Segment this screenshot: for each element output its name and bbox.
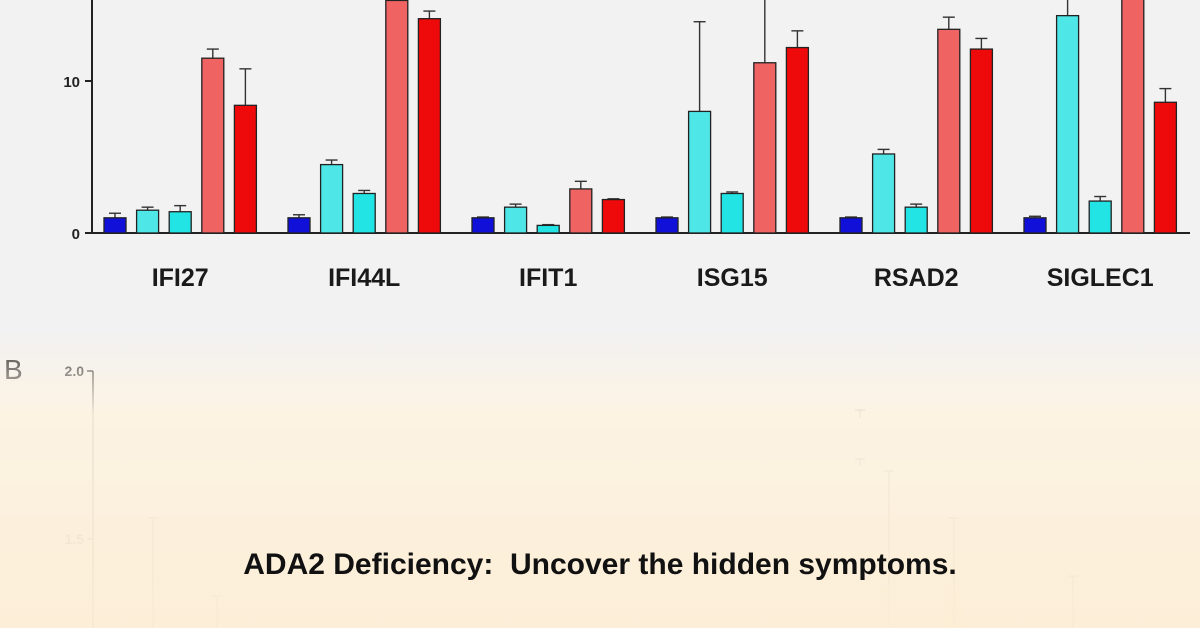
bar-ifit1-2	[503, 206, 528, 234]
x-tick-label-rsad2: RSAD2	[874, 264, 959, 292]
bar-ifit1-4	[569, 188, 593, 234]
x-tick-label-ifit1: IFIT1	[519, 264, 577, 292]
bar-ifit1-1	[471, 217, 495, 234]
caption-headline: ADA2 Deficiency: Uncover the hidden symp…	[243, 548, 957, 581]
panel-b-bar	[879, 585, 899, 628]
panel-b-y-tick-label: 2.0	[65, 363, 85, 379]
x-tick-label-isg15: ISG15	[697, 264, 768, 292]
panel-b-y-tick-label: 1.5	[65, 531, 85, 547]
bar-rsad2-2	[871, 153, 896, 234]
bar-ifi44l-2	[319, 163, 344, 234]
bar-ifi27-1	[103, 217, 127, 234]
bar-ifi27-3	[168, 211, 192, 234]
bar-ifit1-3	[536, 224, 560, 234]
bar-ifi44l-5	[417, 18, 442, 234]
panel-b-bar	[943, 585, 963, 628]
bar-siglec1-3	[1088, 200, 1112, 234]
bar-ifi44l-3	[352, 192, 376, 234]
panel-b-chart: B 1.5 2.0	[4, 354, 1078, 628]
bar-ifi27-5	[233, 104, 258, 234]
bar-ifit1-5	[601, 198, 626, 234]
bar-rsad2-5	[969, 48, 994, 234]
bar-ifi27-2	[135, 209, 160, 234]
bar-rsad2-1	[839, 217, 863, 234]
bar-isg15-2	[687, 110, 712, 234]
bar-isg15-1	[655, 217, 679, 234]
x-tick-label-ifi44l: IFI44L	[328, 264, 400, 292]
bar-ifi44l-4	[385, 0, 409, 234]
bar-ifi44l-1	[287, 217, 311, 234]
bar-siglec1-1	[1023, 217, 1047, 234]
bar-rsad2-3	[904, 206, 928, 234]
bar-rsad2-4	[937, 28, 961, 234]
bar-isg15-4	[753, 62, 777, 234]
bar-siglec1-4	[1121, 0, 1145, 234]
bar-siglec1-5	[1153, 101, 1178, 234]
x-tick-label-siglec1: SIGLEC1	[1047, 264, 1154, 292]
bar-isg15-3	[720, 192, 744, 234]
x-tick-label-ifi27: IFI27	[152, 264, 209, 292]
bar-isg15-5	[785, 46, 810, 234]
panel-a-y-tick-label: 10	[63, 74, 80, 91]
bar-siglec1-2	[1055, 14, 1080, 234]
panel-a-chart: 0 10 IFI27 IFI44L IFIT1 ISG15 RSAD2 SIGLEC1	[63, 0, 1190, 292]
bar-ifi27-4	[201, 57, 225, 234]
panel-a-y-tick-label: 0	[72, 226, 80, 243]
panel-b-label: B	[4, 354, 23, 385]
